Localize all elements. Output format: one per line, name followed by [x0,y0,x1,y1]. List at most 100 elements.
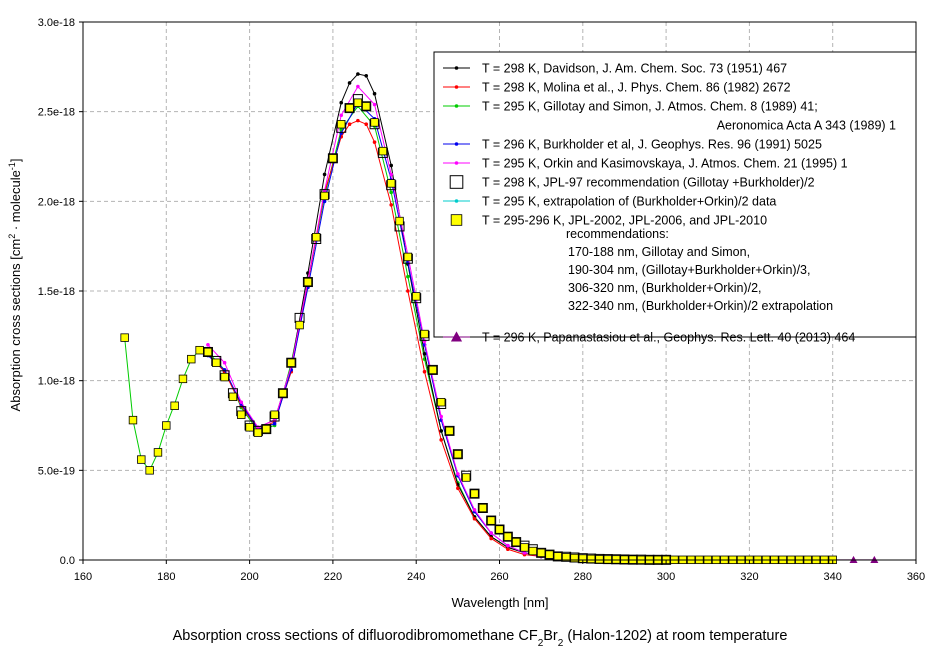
legend-marker [450,331,463,342]
legend-entry: T = 295 K, Orkin and Kasimovskaya, J. At… [443,157,848,171]
data-point [378,146,388,156]
legend-entry: T = 298 K, JPL-97 recommendation (Gillot… [449,175,815,190]
data-point [253,428,263,437]
data-point [372,91,377,96]
data-point [395,216,404,226]
data-point [536,548,546,558]
x-tick-label: 240 [407,571,425,583]
data-point [603,555,612,564]
data-point [506,547,510,552]
data-point [495,525,504,534]
data-point [347,122,352,127]
data-point [389,190,394,195]
legend-marker [454,142,459,146]
data-point [478,503,488,513]
data-point [120,333,129,342]
data-point [389,203,394,207]
data-point [456,486,460,491]
x-tick-label: 180 [157,571,175,583]
x-tick-label: 320 [740,571,758,583]
data-point [436,397,446,407]
data-point [456,472,460,476]
data-point [303,277,313,287]
data-point [262,424,271,434]
legend-marker [450,214,463,226]
plot-series [120,72,879,565]
legend-label: T = 295 K, Orkin and Kasimovskaya, J. At… [482,157,848,171]
legend-entry: T = 295 K, Gillotay and Simon, J. Atmos.… [443,100,896,133]
data-point [272,421,277,426]
data-point [287,358,296,367]
data-point [220,372,229,382]
data-point [347,81,352,85]
data-point [489,536,493,541]
data-point [849,555,858,564]
data-point [870,555,879,564]
data-point [372,102,377,107]
legend-label-continued: 322-340 nm, (Burkholder+Orkin)/2 extrapo… [568,299,833,313]
data-point [337,120,346,129]
data-point [422,369,427,374]
data-point [239,400,244,404]
data-point [356,118,360,123]
data-point [472,507,477,512]
data-point [406,289,410,293]
legend-marker [449,175,464,189]
data-point [586,554,596,564]
legend-label-continued: Aeronomica Acta A 343 (1989) 1 [717,119,896,133]
data-point [389,172,394,177]
x-tick-label: 300 [657,571,675,583]
data-point [203,347,213,357]
data-point [445,426,454,436]
data-point [511,537,522,548]
legend-entry: T = 296 K, Burkholder et al, J. Geophys.… [443,138,822,152]
x-tick-label: 340 [824,571,842,583]
data-point [245,423,254,432]
data-point [237,410,246,419]
data-point [195,345,204,355]
data-point [286,357,297,368]
data-point [356,84,360,89]
data-point [344,103,355,114]
x-tick-label: 160 [74,571,92,583]
axis-ticks: 160 180 200 220 240 260 280 300 320 340 360 0.0 5.0e… [38,17,925,583]
x-tick-label: 220 [324,571,342,583]
data-point [472,516,477,521]
data-point [461,473,471,482]
data-point [364,74,369,78]
data-point [439,414,443,419]
legend-label: T = 298 K, Davidson, J. Am. Chem. Soc. 7… [482,62,787,76]
x-tick-label: 360 [907,571,925,583]
y-tick-label: 1.0e-18 [38,376,75,388]
y-tick-label: 2.5e-18 [38,107,75,119]
data-point [506,543,510,548]
data-point [444,425,455,436]
legend-label-continued: 306-320 nm, (Burkholder+Orkin)/2, [568,281,762,295]
data-point [327,153,338,164]
x-tick-label: 200 [240,571,258,583]
data-point [595,555,604,564]
data-point [520,543,529,552]
legend-label: T = 298 K, JPL-97 recommendation (Gillot… [482,176,815,190]
legend-marker [454,104,459,108]
y-axis-title: Absorption cross sections [cm2 · molecul… [7,159,23,412]
data-point [353,98,363,107]
legend-entry: T = 295 K, extrapolation of (Burkholder+… [443,195,776,209]
legend-label-continued: recommendations: [566,227,669,241]
data-point [228,392,238,402]
data-point [206,343,210,347]
data-point [469,488,480,499]
x-tick-label: 260 [490,571,508,583]
legend-entry: T = 298 K, Davidson, J. Am. Chem. Soc. 7… [443,62,787,76]
legend-marker [454,199,459,203]
legend-label: T = 295-296 K, JPL-2002, JPL-2006, and J… [482,214,767,228]
data-point [364,122,369,127]
data-point [477,502,488,513]
legend-marker [454,85,459,89]
data-point [128,415,138,425]
data-point [339,100,344,105]
data-point [178,374,188,384]
legend-label-continued: 170-188 nm, Gillotay and Simon, [568,245,750,259]
y-tick-label: 1.5e-18 [38,286,75,298]
